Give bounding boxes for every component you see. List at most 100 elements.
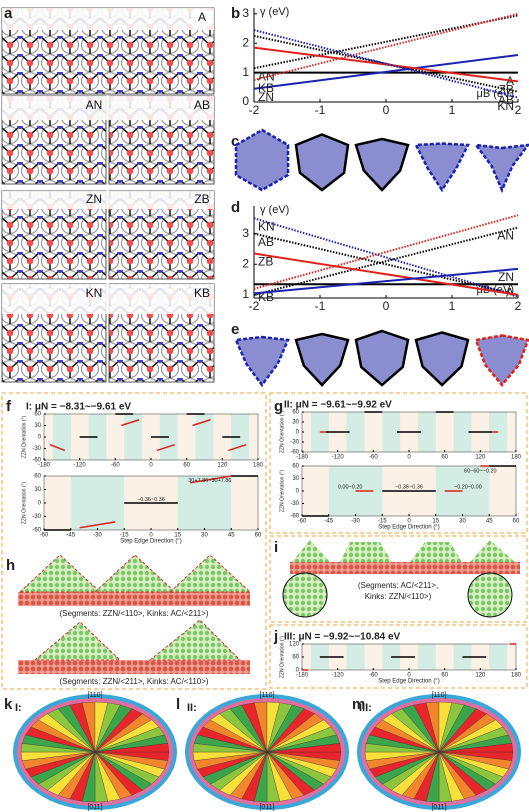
y-axis-label: ZZN Orientation (°) (279, 411, 285, 454)
annotation: 60−60~−0.20 (464, 468, 497, 474)
chart-title: II: μN = −9.61~−9.92 eV (284, 400, 392, 411)
substrate (18, 660, 250, 674)
vacuum (2, 191, 214, 209)
y-tick-label: 0 (38, 501, 42, 507)
shaded-region (382, 412, 401, 452)
x-tick-label: -30 (351, 519, 360, 525)
shaded-region (310, 644, 329, 670)
label-bg (192, 10, 212, 26)
x-tick-label: 45 (486, 519, 493, 525)
y-axis-label: ZZN Orientation (°) (279, 636, 285, 679)
equilibrium-shape (354, 137, 410, 192)
wheel-label: III: (359, 702, 372, 714)
wheel-wedge (94, 743, 170, 753)
direction-label: [011] (259, 804, 274, 811)
x-tick-label: -1 (315, 103, 326, 117)
zoom (282, 572, 328, 618)
panel-label: g (274, 398, 283, 415)
x-tick-label: -180 (38, 463, 51, 469)
y-tick-label: 60 (292, 464, 299, 470)
x-tick-label: 180 (253, 463, 264, 469)
island (340, 542, 392, 562)
x-tick-label: 60 (441, 455, 448, 461)
structure-label: KB (194, 286, 210, 300)
panel-label: f (6, 398, 12, 415)
panel-label: m (352, 696, 365, 713)
caption: (Segments: AC/<211>, (358, 581, 438, 590)
x-tick-label: -45 (324, 519, 333, 525)
series-line (253, 232, 519, 296)
region-border (269, 535, 528, 623)
x-tick-label: -45 (66, 533, 75, 539)
series-label: ZB (258, 255, 273, 269)
equilibrium-shape (234, 335, 290, 388)
substrate (18, 592, 250, 606)
x-tick-label: 2 (515, 103, 522, 117)
segment (121, 419, 140, 427)
vacuum (2, 96, 214, 120)
region-border (269, 624, 528, 689)
chart-title: III: μN = −9.92~−10.84 eV (284, 632, 401, 643)
caption: Kinks: ZZN/<110>) (365, 592, 432, 601)
panel-h: (Segments: ZZN/<110>, Kinks: AC/<211>) (… (18, 554, 252, 686)
island (470, 540, 515, 562)
series-line (253, 267, 519, 295)
equilibrium-shape (414, 142, 470, 193)
shaded-region (346, 644, 365, 670)
equilibrium-shape (294, 332, 350, 387)
y-tick-label: 60 (292, 655, 299, 661)
series-line (253, 214, 519, 290)
x-tick-label: -180 (296, 455, 309, 461)
segment (228, 443, 247, 452)
series-line (253, 252, 519, 296)
y-tick-label: 30 (292, 420, 299, 426)
panel-i: (Segments: AC/<211>, Kinks: ZZN/<110>) (282, 540, 520, 618)
caption: (Segments: ZZN/<211>, Kinks: AC/<110>) (59, 677, 208, 686)
x-tick-label: 60 (183, 463, 190, 469)
segment (156, 443, 176, 452)
y-tick-label: 120 (289, 642, 300, 648)
y-tick-label: 3 (242, 226, 249, 240)
series-label: AB (258, 235, 274, 249)
equilibrium-shape (354, 329, 410, 387)
shaded-region (195, 414, 214, 460)
series-label: ZB (499, 83, 514, 97)
x-tick-label: 180 (511, 673, 522, 679)
direction-label: [110] (259, 692, 274, 699)
y-tick-label: -30 (290, 501, 299, 507)
shaded-region (124, 414, 143, 460)
shaded-region (417, 644, 436, 670)
shaded-region (453, 412, 472, 452)
series-label: KB (258, 81, 274, 95)
annotation: −0.36~0.36 (137, 497, 165, 503)
equilibrium-shape (474, 334, 529, 387)
x-tick-label: -180 (296, 673, 309, 679)
shaded-region (489, 412, 508, 452)
wheel-label: I: (15, 702, 22, 714)
wheel-label: II: (187, 702, 197, 714)
x-tick-label: 2 (515, 299, 522, 313)
panel-label: b (231, 5, 240, 22)
y-tick-label: -60 (32, 458, 41, 464)
x-tick-label: 120 (475, 455, 486, 461)
y-tick-label: 30 (34, 487, 41, 493)
island (410, 542, 462, 562)
x-tick-label: 60 (513, 519, 520, 525)
island (292, 540, 330, 562)
structure-label: A (198, 10, 206, 24)
shaded-region (346, 412, 365, 452)
y-axis-label: γ (eV) (260, 204, 289, 216)
x-tick-label: 1 (449, 103, 456, 117)
y-tick-label: 60 (34, 412, 41, 418)
panel-label: c (231, 133, 239, 150)
panel-label: l (176, 696, 180, 713)
y-tick-label: -30 (290, 440, 299, 446)
segment (192, 419, 211, 427)
series-label: KN (497, 99, 514, 113)
x-tick-label: 0 (149, 463, 153, 469)
zoom (467, 572, 513, 618)
x-tick-label: 0 (407, 673, 411, 679)
series-line (253, 29, 519, 99)
annotation: −0.20~0.00 (454, 484, 482, 490)
